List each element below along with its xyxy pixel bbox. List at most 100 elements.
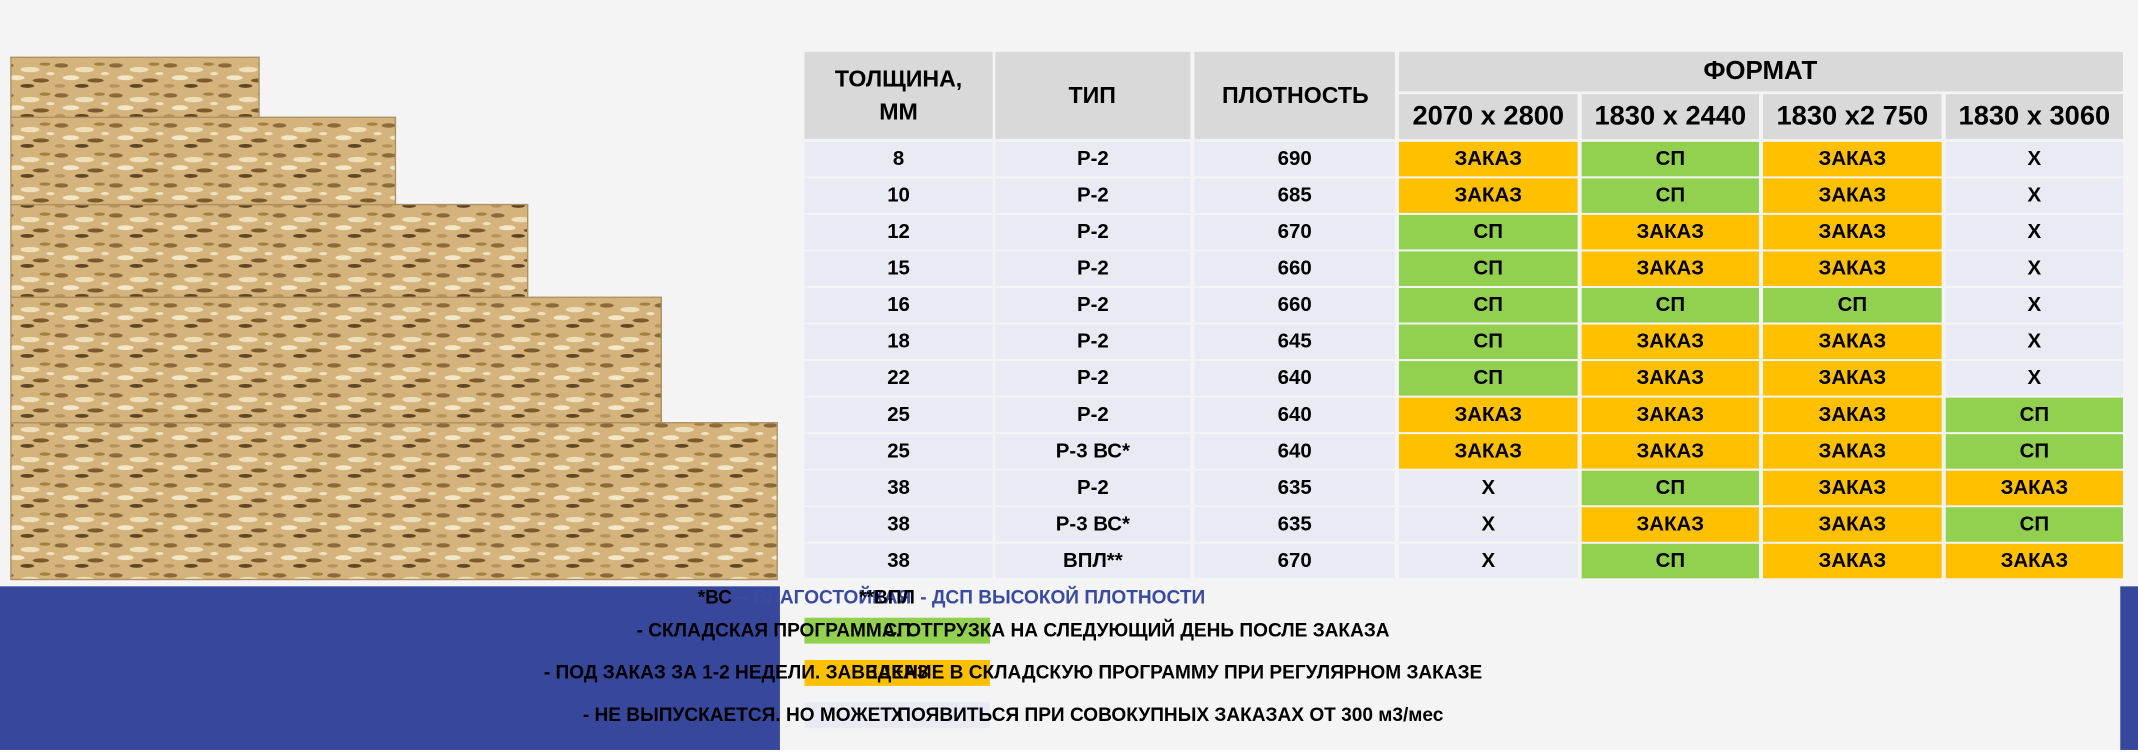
cell-text: ЗАКАЗ — [1819, 330, 1887, 353]
table-cell — [995, 507, 1191, 542]
cell-text: 38 — [887, 512, 910, 535]
cell-text: Х — [2028, 366, 2042, 389]
cell-text: СП — [1838, 293, 1867, 316]
table-cell — [1194, 288, 1395, 323]
table-cell — [1945, 178, 2124, 213]
table-cell — [1398, 141, 1578, 177]
table-cell — [1945, 543, 2124, 579]
legend-swatch — [804, 702, 990, 729]
cell-text: 660 — [1278, 293, 1312, 316]
header-cell — [995, 51, 1191, 140]
cell-text: Х — [2028, 220, 2042, 243]
table-cell — [1581, 178, 1759, 213]
cell-text: ЗАКАЗ — [2001, 476, 2069, 499]
table-cell — [1581, 288, 1759, 323]
cell-text: Р-2 — [1077, 293, 1109, 316]
cell-text: Х — [2028, 147, 2042, 170]
header-cell — [1398, 94, 1578, 140]
cell-text: ЗАКАЗ — [1637, 439, 1705, 462]
header-cell — [1763, 94, 1942, 140]
cell-text: ЗАКАЗ — [1819, 403, 1887, 426]
table-cell — [1581, 251, 1759, 286]
board — [10, 296, 662, 424]
table-cell — [1763, 214, 1942, 250]
table-cell — [1398, 543, 1578, 579]
table-cell — [1945, 324, 2124, 360]
table-cell — [1194, 507, 1395, 542]
cell-text: Р-2 — [1077, 220, 1109, 243]
cell-text: 18 — [887, 330, 910, 353]
cell-text: Х — [2028, 257, 2042, 280]
table-cell — [1581, 361, 1759, 396]
table-cell — [1763, 141, 1942, 177]
table-cell — [995, 141, 1191, 177]
table-cell — [995, 361, 1191, 396]
header-cell — [1581, 94, 1759, 140]
header-text: ММ — [879, 98, 918, 124]
table-cell — [1398, 434, 1578, 469]
table-cell — [1763, 397, 1942, 433]
header-text: ПЛОТНОСТЬ — [1222, 82, 1369, 108]
table-cell — [1945, 251, 2124, 286]
boards — [10, 56, 778, 581]
cell-text: Х — [1481, 549, 1495, 572]
cell-text: СП — [2020, 439, 2049, 462]
table-cell — [1945, 470, 2124, 506]
table-cell — [1194, 470, 1395, 506]
board — [10, 56, 260, 118]
table-cell — [995, 324, 1191, 360]
header-text: ТИП — [1068, 82, 1115, 108]
table-cell — [804, 507, 993, 542]
table-cell — [1945, 507, 2124, 542]
cell-text: 16 — [887, 293, 910, 316]
cell-text: ЗАКАЗ — [1637, 403, 1705, 426]
table-cell — [1194, 361, 1395, 396]
cell-text: СП — [2020, 512, 2049, 535]
cell-text: Х — [1481, 476, 1495, 499]
table-cell — [995, 214, 1191, 250]
table-cell — [1945, 141, 2124, 177]
table-cell — [1398, 214, 1578, 250]
table-cell — [1194, 251, 1395, 286]
header-text: 1830 x 2440 — [1594, 99, 1746, 130]
cell-text: Х — [2028, 184, 2042, 207]
table-cell — [1194, 141, 1395, 177]
cell-text: 25 — [887, 403, 910, 426]
table-cell — [995, 434, 1191, 469]
header-text: 1830 x 3060 — [1959, 99, 2111, 130]
cell-text: Р-2 — [1077, 403, 1109, 426]
cell-text: Х — [2028, 293, 2042, 316]
legend-label: Х — [891, 705, 904, 726]
cell-text: ЗАКАЗ — [1637, 257, 1705, 280]
table-cell — [995, 470, 1191, 506]
table-cell — [1763, 288, 1942, 323]
table-cell — [1581, 507, 1759, 542]
legend-swatch — [804, 659, 990, 686]
cell-text: ЗАКАЗ — [1819, 220, 1887, 243]
cell-text: 635 — [1278, 512, 1312, 535]
table-cell — [804, 251, 993, 286]
cell-text: 38 — [887, 476, 910, 499]
note-text: – ВЛАГОСТОЙКАЯ — [737, 587, 911, 609]
note: **ВПЛ - ДСП ВЫСОКОЙ ПЛОТНОСТИ — [859, 587, 1205, 609]
header-text: ФОРМАТ — [1703, 57, 1817, 85]
cell-text: ЗАКАЗ — [1819, 147, 1887, 170]
table-cell — [1398, 178, 1578, 213]
table-cell — [1398, 251, 1578, 286]
cell-text: ЗАКАЗ — [1819, 476, 1887, 499]
cell-text: ВПЛ** — [1063, 549, 1123, 572]
legend-swatch — [804, 617, 990, 644]
cell-text: 8 — [893, 147, 904, 170]
legend-label: СП — [883, 620, 911, 641]
cell-text: ЗАКАЗ — [1454, 439, 1522, 462]
cell-text: СП — [1656, 476, 1685, 499]
board — [10, 203, 529, 298]
table-cell — [995, 397, 1191, 433]
cell-text: 22 — [887, 366, 910, 389]
table-cell — [995, 178, 1191, 213]
cell-text: Х — [1481, 512, 1495, 535]
blue-band — [0, 586, 780, 750]
note: *ВС – ВЛАГОСТОЙКАЯ — [698, 587, 912, 609]
